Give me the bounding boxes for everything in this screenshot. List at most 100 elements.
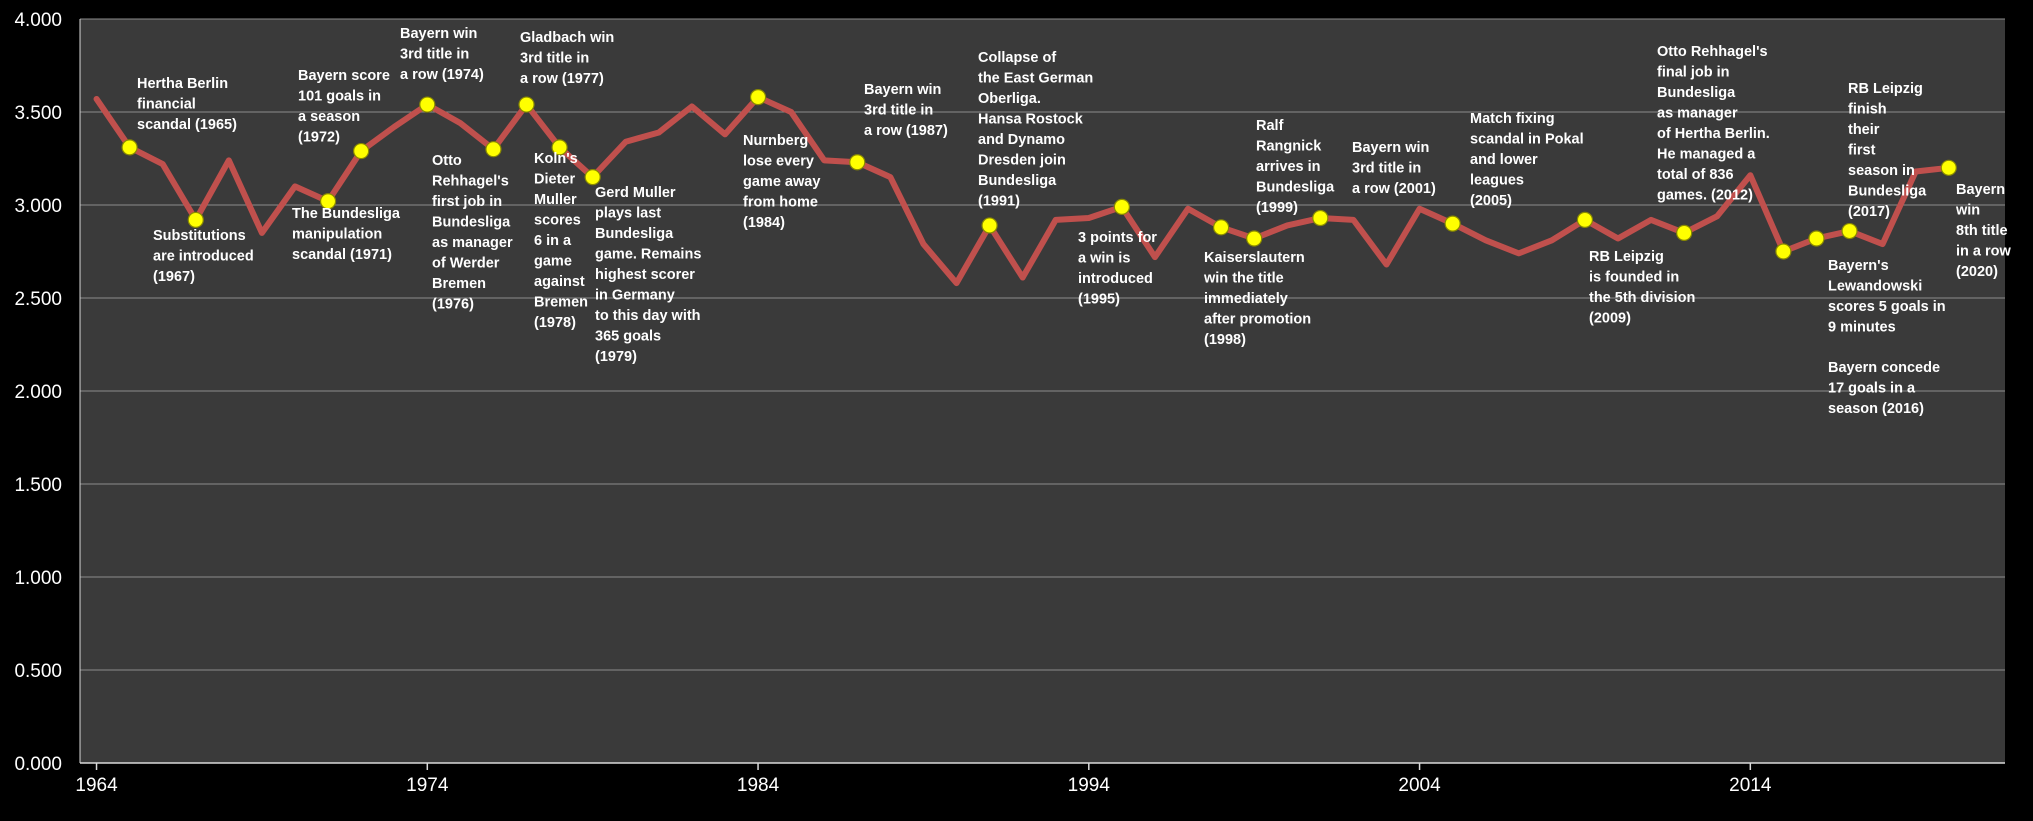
- annotation-line: a win is: [1078, 251, 1130, 267]
- annotation-line: (1979): [595, 349, 637, 365]
- marker-1991: [981, 217, 998, 234]
- annotation-line: Rehhagel's: [432, 174, 509, 190]
- marker-1974: [419, 96, 436, 113]
- annotation-line: (1998): [1204, 332, 1246, 348]
- annotation-line: RB Leipzig: [1589, 249, 1664, 265]
- annotation-line: 3rd title in: [520, 51, 589, 67]
- annotation-line: Bayern win: [864, 82, 941, 98]
- annotation-line: (1995): [1078, 292, 1120, 308]
- annotation-line: the East German: [978, 71, 1093, 87]
- annotation-line: their: [1848, 122, 1880, 138]
- marker-1995: [1113, 198, 1130, 215]
- annotation-line: Bundesliga: [595, 226, 674, 242]
- annotation-line: Bundesliga: [1256, 180, 1335, 196]
- y-tick-label: 4.000: [14, 10, 62, 31]
- annotation-line: Bayern's: [1828, 258, 1889, 274]
- annotation-1991: Collapse of the East German Oberliga. Hansa…: [978, 50, 1093, 210]
- y-axis: 0.000 0.500 1.000 1.500 2.000 2.500 3.000 3.500…: [14, 10, 81, 775]
- annotation-line: scores 5 goals in: [1828, 299, 1946, 315]
- annotation-line: Hansa Rostock: [978, 112, 1084, 128]
- marker-1976: [485, 141, 502, 158]
- series-line: [93, 94, 1952, 287]
- x-axis: 1964 1974 1984 1994 2004 2014: [75, 762, 2005, 796]
- annotation-line: and Dynamo: [978, 132, 1065, 148]
- annotation-line: the 5th division: [1589, 290, 1695, 306]
- annotation-1971: The Bundesliga manipulation scandal (1971): [292, 206, 401, 263]
- annotation-line: Bundesliga: [978, 173, 1057, 189]
- annotation-line: leagues: [1470, 173, 1524, 189]
- marker-2005: [1444, 215, 1461, 232]
- marker-1987: [849, 154, 866, 171]
- annotation-line: Oberliga.: [978, 91, 1041, 107]
- annotation-1967: Substitutions are introduced (1967): [153, 228, 254, 285]
- annotation-2015: Bayern's Lewandowski scores 5 goals in 9 mi…: [1828, 258, 1946, 336]
- annotation-2012: Otto Rehhagel's final job in Bundesliga as …: [1657, 44, 1770, 204]
- annotation-line: a row (2001): [1352, 181, 1436, 197]
- annotation-line: first: [1848, 143, 1876, 159]
- gridlines: [80, 18, 2005, 671]
- marker-1978: [551, 139, 568, 156]
- marker-1979: [584, 169, 601, 186]
- marker-2001: [1312, 209, 1329, 227]
- marker-1977: [518, 96, 535, 113]
- annotation-line: first job in: [432, 194, 502, 210]
- annotation-line: is founded in: [1589, 270, 1679, 286]
- annotation-line: Bayern: [1956, 182, 2005, 198]
- annotation-line: as manager: [432, 235, 513, 251]
- annotation-1979: Gerd Muller plays last Bundesliga game. Rem…: [595, 185, 701, 365]
- annotation-line: as manager: [1657, 106, 1738, 122]
- annotation-2009: RB Leipzig is founded in the 5th division (…: [1589, 249, 1695, 327]
- annotation-1984: Nurnberg lose every game away from home (198…: [743, 133, 820, 231]
- annotation-1972: Bayern score 101 goals in a season (1972): [298, 68, 390, 146]
- annotation-line: 101 goals in: [298, 89, 381, 105]
- annotation-line: Gladbach win: [520, 30, 614, 46]
- annotation-line: Muller: [534, 192, 577, 208]
- annotation-line: Bundesliga: [432, 215, 511, 231]
- annotation-line: Hertha Berlin: [137, 76, 228, 92]
- annotation-line: in a row: [1956, 244, 2012, 260]
- annotation-line: are introduced: [153, 249, 254, 265]
- annotation-line: game away: [743, 174, 820, 190]
- x-tick-label: 1974: [406, 775, 449, 796]
- marker-2012: [1676, 224, 1693, 241]
- annotation-line: (1978): [534, 315, 576, 331]
- annotation-line: scandal (1971): [292, 247, 392, 263]
- annotation-line: 3rd title in: [864, 103, 933, 119]
- annotation-line: Bayern score: [298, 68, 390, 84]
- annotation-line: game: [534, 254, 572, 270]
- annotation-line: after promotion: [1204, 312, 1311, 328]
- annotation-line: games. (2012): [1657, 188, 1753, 204]
- y-tick-label: 1.500: [14, 475, 62, 496]
- x-tick-label: 2014: [1729, 775, 1772, 796]
- annotation-line: against: [534, 274, 585, 290]
- y-tick-label: 0.000: [14, 754, 62, 775]
- annotation-1998: Kaiserslautern win the title immediately af…: [1203, 250, 1311, 348]
- annotation-2005: Match fixing scandal in Pokal and lower lea…: [1470, 111, 1584, 209]
- annotation-2001: Bayern win 3rd title in a row (2001): [1352, 140, 1436, 197]
- annotation-line: of Werder: [432, 256, 500, 272]
- annotation-line: Bundesliga: [1657, 85, 1736, 101]
- annotation-line: immediately: [1204, 291, 1288, 307]
- annotation-line: (1991): [978, 194, 1020, 210]
- annotation-1977: Gladbach win 3rd title in a row (1977): [520, 30, 614, 87]
- marker-2015: [1775, 243, 1792, 260]
- annotation-line: 365 goals: [595, 329, 661, 345]
- annotation-line: final job in: [1657, 65, 1730, 81]
- annotation-line: 8th title: [1956, 223, 2008, 239]
- annotations: Hertha Berlin financial scandal (1965) Subs…: [137, 26, 2012, 417]
- annotation-line: scandal in Pokal: [1470, 132, 1584, 148]
- annotation-1987: Bayern win 3rd title in a row (1987): [864, 82, 948, 139]
- annotation-line: (2020): [1956, 264, 1998, 280]
- annotation-line: 9 minutes: [1828, 320, 1896, 336]
- annotation-line: (1999): [1256, 200, 1298, 216]
- y-tick-label: 3.000: [14, 196, 62, 217]
- annotation-line: financial: [137, 97, 196, 113]
- marker-2016: [1808, 230, 1825, 247]
- annotation-line: Rangnick: [1256, 139, 1322, 155]
- annotation-line: He managed a: [1657, 147, 1756, 163]
- annotation-line: (2009): [1589, 311, 1631, 327]
- annotation-line: scores: [534, 213, 581, 229]
- annotation-line: (1984): [743, 215, 785, 231]
- x-tick-label: 1994: [1068, 775, 1111, 796]
- annotation-line: 6 in a: [534, 233, 572, 249]
